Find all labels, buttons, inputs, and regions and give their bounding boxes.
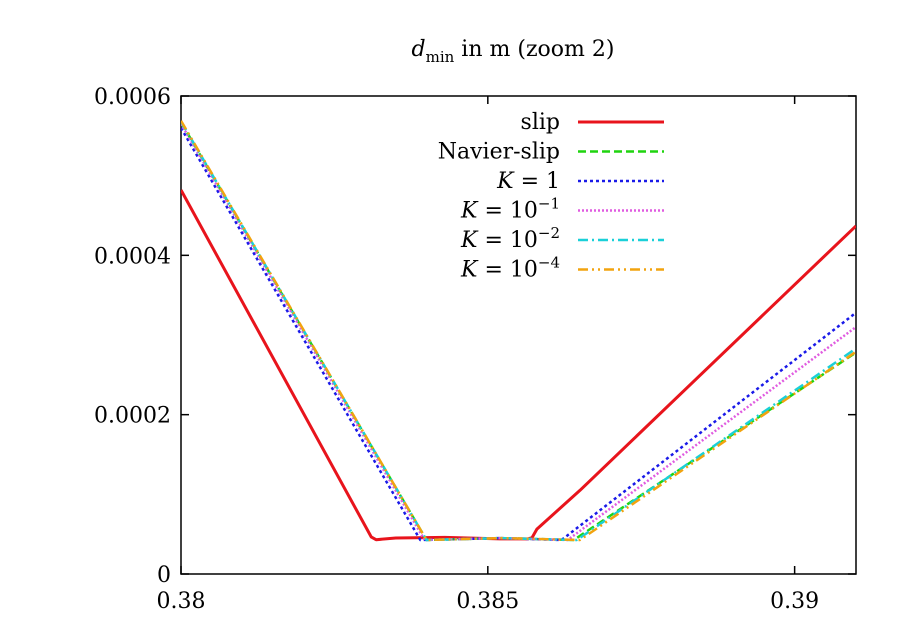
legend-item: K = 10−2 — [460, 224, 664, 253]
series-lines — [181, 120, 856, 542]
y-tick-label: 0.0006 — [94, 85, 171, 110]
series-line-3 — [181, 123, 856, 542]
x-tick-label: 0.38 — [157, 589, 206, 614]
title-sub: min — [426, 48, 455, 66]
legend-label: slip — [521, 110, 560, 135]
plot-frame-rect — [180, 95, 857, 575]
legend-item: K = 10−4 — [460, 254, 664, 283]
legend-label: K = 1 — [496, 169, 560, 194]
x-axis: 0.38 0.385 0.39 — [157, 96, 819, 614]
legend-item: Navier-slip — [438, 140, 664, 165]
title-rest: in m (zoom 2) — [454, 37, 614, 62]
legend-item: slip — [521, 110, 664, 135]
legend-item: K = 1 — [496, 169, 664, 194]
chart-title: dmin in m (zoom 2) — [412, 37, 615, 66]
y-tick-label: 0.0004 — [94, 244, 171, 269]
series-line-4 — [181, 120, 856, 542]
legend-label: K = 10−4 — [460, 254, 560, 283]
legend: slip Navier-slip K = 1K = 10−1K = 10−2K = … — [438, 110, 664, 283]
title-var: d — [412, 37, 426, 62]
legend-label: Navier-slip — [438, 140, 560, 165]
y-tick-label: 0 — [157, 563, 171, 588]
legend-label: K = 10−1 — [460, 195, 560, 224]
x-tick-label: 0.385 — [456, 589, 519, 614]
y-axis: 0 0.0002 0.0004 0.0006 — [94, 85, 856, 588]
y-tick-label: 0.0002 — [94, 404, 171, 429]
x-tick-label: 0.39 — [770, 589, 819, 614]
legend-label: K = 10−2 — [460, 224, 560, 253]
legend-item: K = 10−1 — [460, 195, 664, 224]
plot-frame — [180, 95, 857, 575]
